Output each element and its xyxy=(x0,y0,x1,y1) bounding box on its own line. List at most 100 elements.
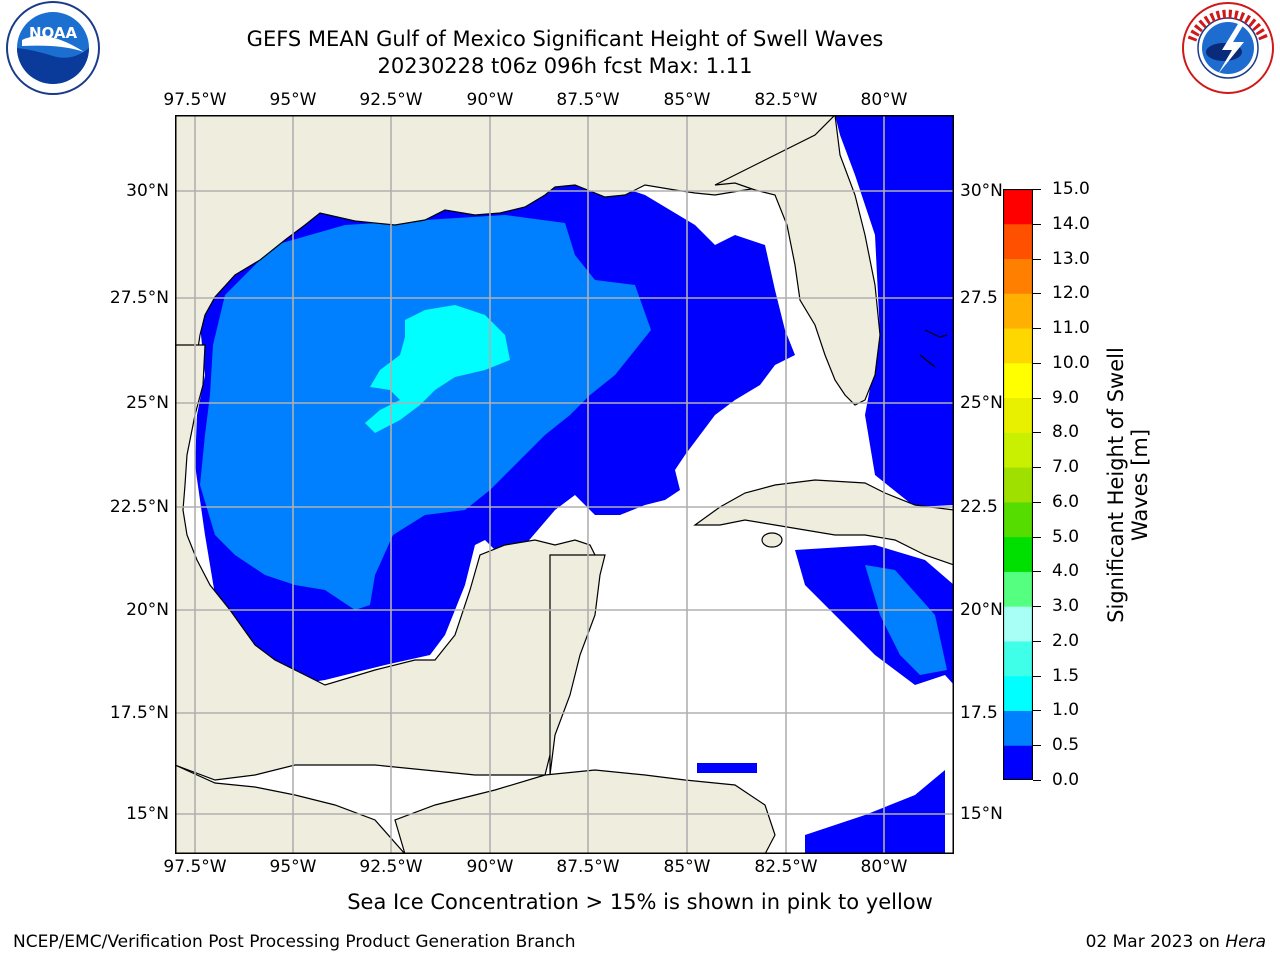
lon-label-top: 87.5°W xyxy=(556,90,620,110)
colorbar-segment xyxy=(1003,362,1033,399)
colorbar-segment xyxy=(1003,536,1033,572)
colorbar-label-text: Significant Height of Swell Waves [m] xyxy=(1104,347,1152,623)
colorbar-segment xyxy=(1003,675,1033,711)
lon-label-bottom: 87.5°W xyxy=(556,857,620,877)
colorbar-segment xyxy=(1003,571,1033,607)
lat-label-left: 27.5°N xyxy=(109,288,169,308)
gulf-high-swell xyxy=(365,305,510,433)
colorbar-segment xyxy=(1003,606,1033,642)
run-date-text: 02 Mar 2023 on xyxy=(1085,932,1220,952)
caribbean-mid-swell xyxy=(865,565,947,675)
lat-label-right: 20°N xyxy=(960,600,1003,620)
colorbar-tick-mark xyxy=(1033,675,1041,677)
lat-label-right: 25°N xyxy=(960,393,1003,413)
colorbar-tick-mark xyxy=(1033,640,1041,642)
colorbar-tick-label: 4.0 xyxy=(1052,561,1080,582)
colorbar-tick-mark xyxy=(1033,710,1041,712)
land-central-america xyxy=(175,764,406,854)
colorbar-tick-mark xyxy=(1033,362,1041,364)
colorbar-tick-label: 0.0 xyxy=(1052,770,1080,790)
land-isle-of-youth xyxy=(761,532,783,548)
lat-label-left: 17.5°N xyxy=(109,703,169,723)
colorbar-segment xyxy=(1003,293,1033,329)
colorbar-tick-mark xyxy=(1033,189,1041,190)
colorbar-tick-label: 0.5 xyxy=(1052,735,1080,756)
colorbar-segment xyxy=(1003,467,1033,503)
lon-label-top: 82.5°W xyxy=(754,90,818,110)
lat-label-right: 15°N xyxy=(960,804,1003,824)
gulf-of-mexico-map xyxy=(175,115,954,854)
chart-subtitle: 20230228 t06z 096h fcst Max: 1.11 xyxy=(377,54,753,78)
colorbar-tick-label: 11.0 xyxy=(1052,318,1090,339)
colorbar-tick-mark xyxy=(1033,397,1041,399)
lat-label-right: 22.5 xyxy=(960,497,998,517)
lat-label-right: 27.5 xyxy=(960,288,998,308)
run-date: 02 Mar 2023 on Hera xyxy=(1086,932,1266,952)
colorbar-segment xyxy=(1003,710,1033,746)
lon-label-bottom: 92.5°W xyxy=(359,857,423,877)
caribbean-strip xyxy=(697,763,757,773)
colorbar-tick-mark xyxy=(1033,536,1041,538)
colorbar-segment xyxy=(1003,501,1033,538)
atlantic-low-swell xyxy=(835,115,954,507)
colorbar-tick-label: 9.0 xyxy=(1052,387,1080,408)
longitude-grid xyxy=(194,115,885,854)
colorbar-tick-label: 15.0 xyxy=(1052,179,1090,199)
lon-label-bottom: 80°W xyxy=(860,857,908,877)
lon-label-bottom: 97.5°W xyxy=(163,857,227,877)
colorbar-segment xyxy=(1003,640,1033,677)
colorbar-tick-mark xyxy=(1033,432,1041,434)
lon-label-top: 80°W xyxy=(860,90,908,110)
noaa-logo-text: NOAA xyxy=(29,24,78,42)
colorbar-tick-mark xyxy=(1033,223,1041,225)
lon-label-top: 90°W xyxy=(466,90,514,110)
latitude-grid xyxy=(175,190,954,815)
lat-label-left: 15°N xyxy=(126,804,169,824)
colorbar-segment xyxy=(1003,397,1033,433)
colorbar-segment xyxy=(1003,189,1033,225)
colorbar-tick-mark xyxy=(1033,293,1041,295)
map-frame xyxy=(175,115,954,854)
caribbean-south-low-swell xyxy=(805,770,945,854)
land-florida xyxy=(714,115,881,406)
colorbar-segment xyxy=(1003,328,1033,364)
gulf-high-swell-small xyxy=(450,263,487,293)
lat-label-left: 25°N xyxy=(126,393,169,413)
colorbar-segment xyxy=(1003,258,1033,294)
colorbar-tick-label: 12.0 xyxy=(1052,283,1090,304)
colorbar-tick-label: 8.0 xyxy=(1052,422,1080,443)
land-bahamas xyxy=(919,329,948,368)
colorbar xyxy=(1003,189,1033,780)
colorbar-tick-label: 14.0 xyxy=(1052,213,1090,234)
noaa-logo: NOAA xyxy=(6,1,100,95)
lat-label-right: 30°N xyxy=(960,181,1003,201)
colorbar-tick-mark xyxy=(1033,258,1041,260)
colorbar-label: Significant Height of Swell Waves [m] xyxy=(1104,185,1152,785)
lon-label-bottom: 82.5°W xyxy=(754,857,818,877)
colorbar-tick-label: 3.0 xyxy=(1052,596,1080,617)
lat-label-left: 30°N xyxy=(126,181,169,201)
colorbar-segment xyxy=(1003,223,1033,260)
lon-label-top: 92.5°W xyxy=(359,90,423,110)
lon-label-bottom: 90°W xyxy=(466,857,514,877)
colorbar-tick-label: 5.0 xyxy=(1052,526,1080,547)
colorbar-segment xyxy=(1003,432,1033,468)
colorbar-tick-label: 6.0 xyxy=(1052,491,1080,512)
nws-logo xyxy=(1182,2,1274,94)
colorbar-tick-label: 13.0 xyxy=(1052,248,1090,269)
sea-ice-note: Sea Ice Concentration > 15% is shown in … xyxy=(0,890,1280,914)
colorbar-tick-label: 1.5 xyxy=(1052,665,1080,686)
lon-label-bottom: 85°W xyxy=(663,857,711,877)
colorbar-tick-mark xyxy=(1033,745,1041,747)
sea-ice-note-text: Sea Ice Concentration > 15% is shown in … xyxy=(347,890,933,914)
lon-label-bottom: 95°W xyxy=(269,857,317,877)
lat-label-left: 20°N xyxy=(126,600,169,620)
lon-label-top: 97.5°W xyxy=(163,90,227,110)
colorbar-tick-label: 2.0 xyxy=(1052,630,1080,651)
lon-label-top: 85°W xyxy=(663,90,711,110)
colorbar-tick-mark xyxy=(1033,501,1041,503)
colorbar-tick-mark xyxy=(1033,780,1041,781)
credit: NCEP/EMC/Verification Post Processing Pr… xyxy=(13,932,576,952)
lat-label-right: 17.5 xyxy=(960,703,998,723)
colorbar-tick-mark xyxy=(1033,328,1041,330)
